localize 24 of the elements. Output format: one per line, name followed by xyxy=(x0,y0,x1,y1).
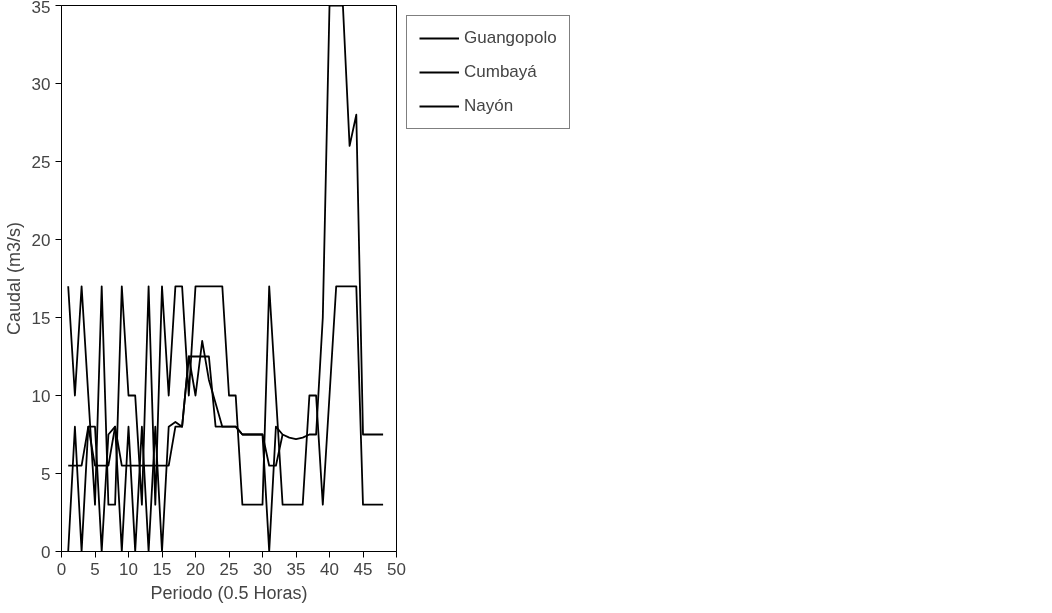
x-tick-label: 5 xyxy=(90,559,100,579)
x-tick-label: 35 xyxy=(286,559,306,579)
y-tick-label: 10 xyxy=(31,386,51,406)
y-tick-label: 20 xyxy=(31,230,51,250)
y-axis-title: Caudal (m3/s) xyxy=(3,221,24,336)
x-axis-title: Periodo (0.5 Horas) xyxy=(150,582,308,603)
y-tick-label: 15 xyxy=(31,308,51,328)
legend-label: Nayón xyxy=(464,96,514,116)
y-tick-label: 35 xyxy=(31,0,51,17)
x-tick-label: 15 xyxy=(152,559,172,579)
legend-label: Guangopolo xyxy=(464,28,557,48)
x-tick-label: 45 xyxy=(353,559,373,579)
y-tick-label: 0 xyxy=(41,542,51,562)
x-tick-label: 20 xyxy=(186,559,205,579)
y-tick-label: 30 xyxy=(31,74,51,94)
x-tick-label: 25 xyxy=(219,559,239,579)
x-tick-label: 40 xyxy=(320,559,339,579)
x-tick-label: 0 xyxy=(56,559,67,579)
x-tick-label: 50 xyxy=(387,559,406,579)
x-tick-label: 10 xyxy=(119,559,138,579)
x-tick-label: 30 xyxy=(253,559,272,579)
legend-label: Cumbayá xyxy=(464,62,537,82)
y-tick-label: 5 xyxy=(41,464,51,484)
y-tick-label: 25 xyxy=(31,152,51,172)
